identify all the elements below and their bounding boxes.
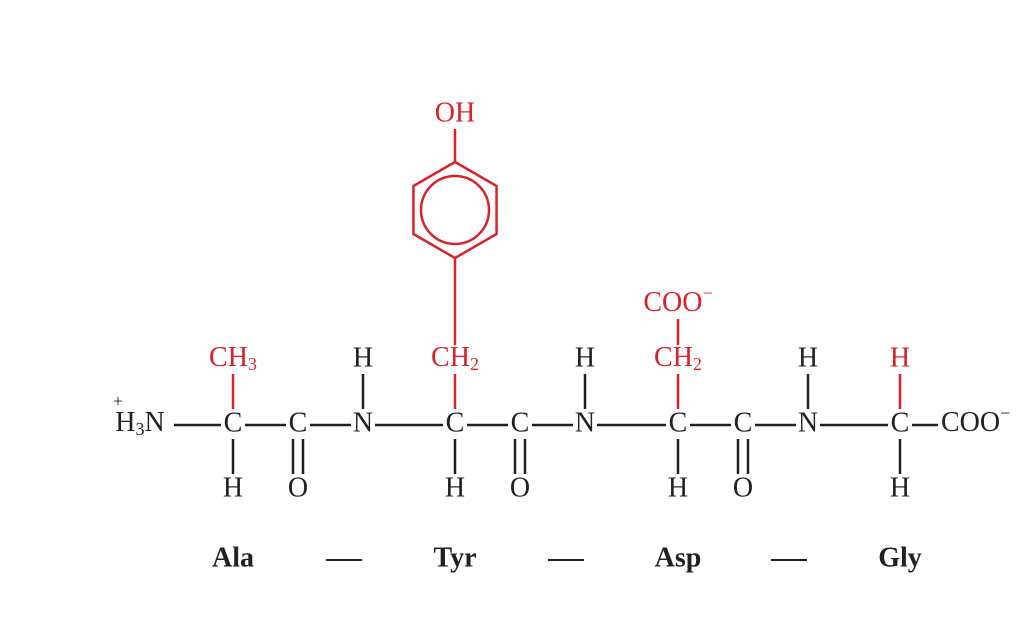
upper-atom: H	[890, 342, 910, 373]
label-h3n: H3N	[115, 407, 164, 439]
label-oh: OH	[435, 97, 475, 128]
charge-plus: +	[113, 391, 123, 411]
aromatic-circle	[421, 176, 489, 244]
residue-label: Asp	[655, 542, 702, 573]
backbone-atom: C	[224, 407, 243, 438]
lower-atom: H	[445, 472, 465, 503]
lower-atom: O	[510, 472, 530, 503]
peptide-diagram: H3N+CCNCCNCCNCCOO−CH3HCH2HCH2HHHOHOHOHCO…	[0, 0, 1024, 625]
backbone-atom: C	[446, 407, 465, 438]
backbone-atom: C	[891, 407, 910, 438]
lower-atom: O	[733, 472, 753, 503]
lower-atom: H	[668, 472, 688, 503]
residue-label: Tyr	[433, 542, 476, 573]
residue-label: Gly	[878, 542, 922, 573]
backbone-atom: C	[511, 407, 530, 438]
backbone-atom: N	[353, 407, 373, 438]
backbone-atom: N	[575, 407, 595, 438]
label-ch2: CH2	[431, 342, 479, 374]
label-ch3: CH3	[209, 342, 257, 374]
upper-atom: H	[353, 342, 373, 373]
label-coo: COO−	[643, 283, 712, 318]
svg-text:H3N: H3N	[115, 407, 164, 439]
label-coo: COO−	[941, 403, 1010, 438]
upper-atom: H	[575, 342, 595, 373]
lower-atom: O	[288, 472, 308, 503]
lower-atom: H	[223, 472, 243, 503]
backbone-atom: N	[798, 407, 818, 438]
backbone-atom: C	[734, 407, 753, 438]
lower-atom: H	[890, 472, 910, 503]
backbone-atom: C	[669, 407, 688, 438]
backbone-atom: C	[289, 407, 308, 438]
label-ch2: CH2	[654, 342, 702, 374]
residue-label: Ala	[212, 542, 254, 573]
upper-atom: H	[798, 342, 818, 373]
